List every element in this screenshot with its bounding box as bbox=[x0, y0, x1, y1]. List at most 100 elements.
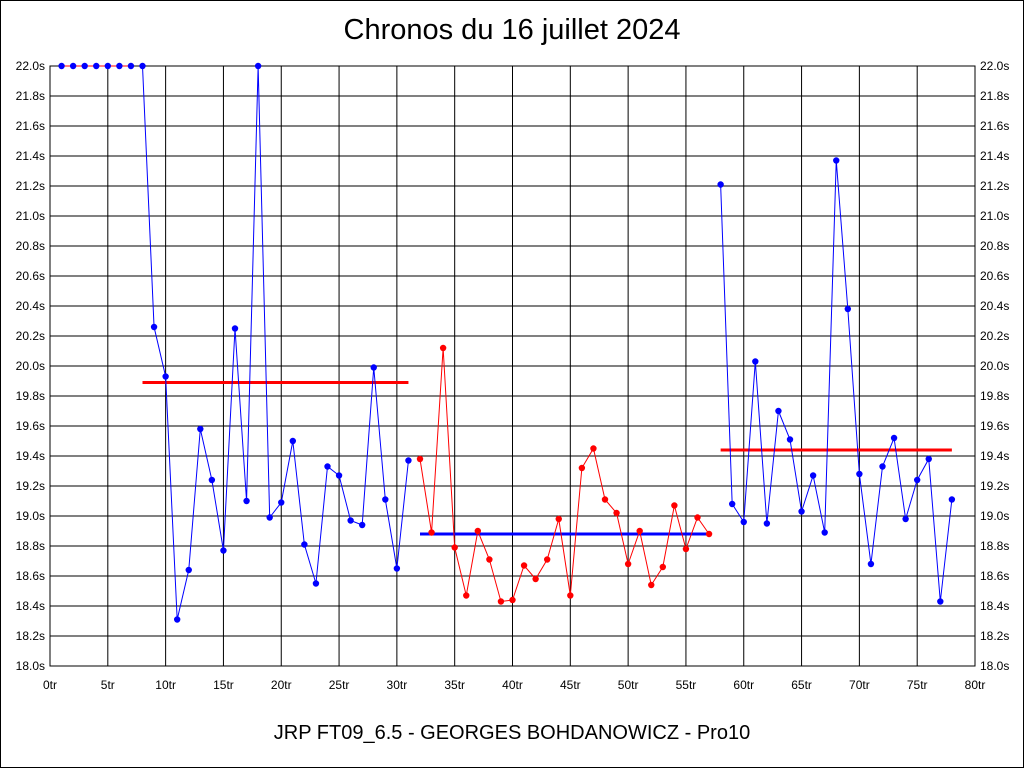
y-tick-label-right: 19.4s bbox=[980, 449, 1009, 463]
series-line bbox=[142, 65, 409, 620]
data-point bbox=[69, 62, 77, 70]
y-tick-label-right: 20.0s bbox=[980, 359, 1009, 373]
y-tick-label-right: 19.6s bbox=[980, 419, 1009, 433]
data-point bbox=[497, 598, 505, 605]
data-point bbox=[913, 476, 921, 484]
data-point bbox=[382, 496, 389, 503]
data-point bbox=[324, 463, 331, 470]
data-point bbox=[335, 472, 343, 479]
y-tick-label-left: 22.0s bbox=[16, 59, 45, 73]
x-tick-label: 30tr bbox=[387, 678, 408, 692]
x-tick-label: 15tr bbox=[213, 678, 234, 692]
data-point bbox=[671, 502, 678, 509]
y-tick-label-left: 18.4s bbox=[16, 599, 45, 613]
data-point bbox=[463, 592, 470, 599]
data-point bbox=[717, 181, 724, 188]
y-tick-label-left: 19.6s bbox=[16, 419, 45, 433]
data-point bbox=[405, 457, 412, 464]
y-tick-label-right: 21.0s bbox=[980, 209, 1009, 223]
series bbox=[58, 62, 956, 623]
data-point bbox=[890, 434, 898, 442]
data-point bbox=[648, 581, 655, 589]
data-point bbox=[451, 544, 458, 551]
data-point bbox=[624, 560, 632, 568]
y-tick-label-right: 22.0s bbox=[980, 59, 1009, 73]
y-tick-label-right: 18.2s bbox=[980, 629, 1009, 643]
y-tick-label-right: 18.0s bbox=[980, 659, 1009, 673]
data-point bbox=[370, 364, 377, 371]
data-point bbox=[543, 556, 551, 563]
data-point bbox=[590, 445, 597, 452]
data-point bbox=[127, 62, 135, 70]
data-point bbox=[289, 437, 297, 445]
data-point bbox=[220, 547, 227, 554]
data-point bbox=[682, 545, 690, 553]
data-point bbox=[902, 515, 909, 523]
data-point bbox=[844, 305, 852, 313]
x-tick-label: 45tr bbox=[560, 678, 581, 692]
y-tick-label-right: 18.6s bbox=[980, 569, 1009, 583]
data-point bbox=[197, 425, 204, 433]
data-point bbox=[879, 463, 886, 470]
x-tick-label: 25tr bbox=[329, 678, 350, 692]
y-tick-label-left: 21.6s bbox=[16, 119, 45, 133]
data-point bbox=[428, 529, 435, 536]
data-point bbox=[798, 508, 805, 515]
y-tick-label-right: 20.2s bbox=[980, 329, 1009, 343]
data-point bbox=[150, 323, 158, 331]
y-tick-label-left: 20.8s bbox=[16, 239, 45, 253]
data-point bbox=[555, 515, 562, 523]
data-point bbox=[254, 62, 262, 70]
y-tick-label-right: 19.2s bbox=[980, 479, 1009, 493]
data-point bbox=[301, 541, 308, 548]
data-point bbox=[520, 562, 528, 569]
y-tick-label-left: 21.8s bbox=[16, 89, 45, 103]
data-point bbox=[173, 616, 181, 623]
data-point bbox=[231, 325, 239, 332]
data-point bbox=[809, 472, 817, 479]
x-tick-label: 70tr bbox=[849, 678, 870, 692]
x-tick-label: 65tr bbox=[791, 678, 812, 692]
data-point bbox=[786, 436, 794, 443]
y-tick-label-left: 20.4s bbox=[16, 299, 45, 313]
y-tick-label-left: 21.4s bbox=[16, 149, 45, 163]
x-tick-label: 80tr bbox=[965, 678, 986, 692]
y-tick-label-right: 20.4s bbox=[980, 299, 1009, 313]
data-point bbox=[763, 520, 771, 527]
data-point bbox=[139, 62, 146, 70]
data-point bbox=[116, 62, 123, 70]
data-point bbox=[347, 517, 354, 524]
data-point bbox=[694, 514, 701, 521]
data-point bbox=[58, 62, 65, 70]
y-tick-label-left: 20.2s bbox=[16, 329, 45, 343]
data-point bbox=[705, 530, 713, 538]
data-point bbox=[393, 565, 401, 572]
data-point bbox=[185, 566, 192, 574]
y-tick-label-right: 18.8s bbox=[980, 539, 1009, 553]
data-point bbox=[567, 592, 574, 599]
data-point bbox=[104, 62, 112, 70]
chart-caption: JRP FT09_6.5 - GEORGES BOHDANOWICZ - Pro… bbox=[273, 722, 751, 744]
y-tick-label-right: 21.6s bbox=[980, 119, 1009, 133]
data-point bbox=[486, 556, 493, 563]
grid bbox=[49, 65, 976, 667]
data-point bbox=[312, 580, 320, 587]
data-point bbox=[81, 62, 88, 70]
data-point bbox=[937, 598, 944, 605]
data-point bbox=[821, 529, 828, 536]
x-tick-label: 60tr bbox=[733, 678, 754, 692]
data-point bbox=[474, 527, 482, 535]
data-point bbox=[752, 358, 759, 365]
y-tick-label-left: 19.8s bbox=[16, 389, 45, 403]
y-tick-label-right: 21.8s bbox=[980, 89, 1009, 103]
y-tick-label-left: 18.2s bbox=[16, 629, 45, 643]
y-tick-label-right: 19.0s bbox=[980, 509, 1009, 523]
data-point bbox=[833, 157, 840, 164]
tick-labels: 0tr 5tr 10tr 15tr 20tr 25tr 30tr 35tr 40tr 45tr 50… bbox=[16, 59, 1010, 692]
y-tick-label-left: 18.6s bbox=[16, 569, 45, 583]
data-point bbox=[358, 521, 366, 529]
data-point bbox=[278, 499, 285, 506]
x-tick-label: 75tr bbox=[907, 678, 928, 692]
y-tick-label-right: 19.8s bbox=[980, 389, 1009, 403]
data-point bbox=[439, 344, 447, 352]
